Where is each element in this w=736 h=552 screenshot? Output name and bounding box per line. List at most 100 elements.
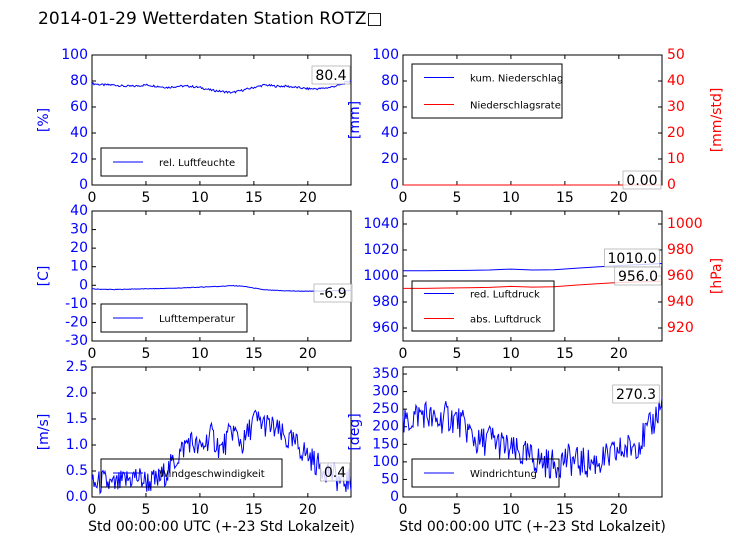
x-tick-label: 15: [556, 346, 574, 362]
y-tick-label: 100: [372, 47, 399, 63]
y-tick-label: 250: [372, 401, 399, 417]
x-tick-label: 10: [502, 346, 520, 362]
y-tick-label: 50: [381, 471, 399, 487]
y-tick-label: -20: [65, 314, 88, 330]
y2-tick-label: 980: [667, 242, 694, 258]
legend-label: Lufttemperatur: [159, 314, 236, 325]
y-axis-label: [%]: [36, 108, 52, 132]
y2-tick-label: 940: [667, 294, 694, 310]
y-tick-label: -30: [65, 333, 88, 349]
x-tick-label: 0: [399, 346, 408, 362]
y-tick-label: 1.5: [66, 411, 88, 427]
x-tick-label: 20: [610, 190, 628, 206]
x-tick-label: 5: [141, 502, 150, 518]
y-tick-label: -10: [65, 296, 88, 312]
legend-box: [100, 458, 283, 488]
x-tick-label: 5: [452, 502, 461, 518]
legend-label: kum. Niederschlag: [470, 74, 563, 85]
series-line: [91, 409, 352, 495]
x-axis-label: Std 00:00:00 UTC (+-23 Std Lokalzeit): [88, 519, 355, 535]
y-tick-label: 960: [372, 320, 399, 336]
annotation-label: 0.00: [626, 173, 657, 189]
annotation-box: [319, 462, 351, 482]
x-tick-label: 0: [88, 502, 97, 518]
annotation-box: [614, 266, 662, 286]
x-tick-label: 10: [191, 502, 209, 518]
x-tick-label: 15: [245, 346, 263, 362]
page-title: 2014-01-29 Wetterdaten Station ROTZ□: [38, 9, 383, 29]
y-axis-label: [m/s]: [36, 414, 52, 451]
x-tick-label: 20: [610, 502, 628, 518]
y2-tick-label: 960: [667, 268, 694, 284]
y-tick-label: 80: [381, 73, 399, 89]
y-tick-label: 2.0: [66, 385, 88, 401]
plot-frame: [91, 210, 352, 342]
y-tick-label: 100: [61, 47, 88, 63]
y2-tick-label: 40: [667, 73, 685, 89]
y-tick-label: 350: [372, 366, 399, 382]
y-axis-label: [deg]: [347, 413, 363, 450]
x-tick-label: 20: [299, 190, 317, 206]
legend-box: [411, 63, 563, 119]
legend-label: Windrichtung: [470, 469, 537, 480]
y-axis-label: [C]: [36, 266, 52, 287]
annotation-label: 270.3: [616, 387, 656, 403]
y-tick-label: 20: [381, 151, 399, 167]
y-tick-label: 0: [390, 489, 399, 505]
legend-label: Niederschlagsrate: [470, 101, 561, 112]
y-tick-label: 0.5: [66, 463, 88, 479]
y2-axis-label: [hPa]: [709, 258, 725, 294]
series-line: [402, 397, 663, 479]
y-tick-label: 60: [381, 99, 399, 115]
x-tick-label: 0: [88, 346, 97, 362]
legend-label: rel. Luftfeuchte: [159, 158, 235, 169]
series-line: [91, 79, 352, 94]
y2-tick-label: 10: [667, 151, 685, 167]
x-tick-label: 10: [502, 502, 520, 518]
x-tick-label: 15: [245, 190, 263, 206]
y-tick-label: 0.0: [66, 489, 88, 505]
legend-box: [100, 147, 248, 177]
y-tick-label: 1040: [363, 216, 399, 232]
y-tick-label: 80: [70, 73, 88, 89]
y2-tick-label: 920: [667, 320, 694, 336]
y-tick-label: 200: [372, 419, 399, 435]
plot-frame: [91, 366, 352, 498]
series-line: [91, 284, 352, 292]
annotation-box: [313, 283, 353, 303]
x-tick-label: 0: [399, 190, 408, 206]
x-tick-label: 10: [502, 190, 520, 206]
y-tick-label: 10: [70, 259, 88, 275]
y-tick-label: 1.0: [66, 437, 88, 453]
legend-label: abs. Luftdruck: [470, 315, 541, 326]
x-tick-label: 5: [141, 346, 150, 362]
annotation-label: -6.9: [319, 286, 346, 302]
x-tick-label: 5: [141, 190, 150, 206]
legend-label: red. Luftdruck: [470, 290, 540, 301]
plot-frame: [91, 54, 352, 186]
y2-axis-label: [mm/std]: [709, 88, 725, 153]
y-tick-label: 20: [70, 151, 88, 167]
y-tick-label: 0: [390, 177, 399, 193]
x-tick-label: 10: [191, 346, 209, 362]
annotation-box: [612, 384, 660, 404]
legend-label: Windgeschwindigkeit: [159, 469, 265, 480]
plot-frame: [402, 366, 663, 498]
annotation-label: 1010.0: [608, 251, 657, 267]
y2-tick-label: 50: [667, 47, 685, 63]
x-tick-label: 10: [191, 190, 209, 206]
y2-tick-label: 20: [667, 125, 685, 141]
annotation-box: [311, 65, 351, 85]
legend-box: [411, 458, 560, 488]
legend-box: [411, 280, 555, 332]
y-tick-label: 60: [70, 99, 88, 115]
y-tick-label: 1020: [363, 242, 399, 258]
x-tick-label: 20: [299, 502, 317, 518]
y-tick-label: 1000: [363, 268, 399, 284]
x-tick-label: 15: [245, 502, 263, 518]
x-tick-label: 5: [452, 346, 461, 362]
y-tick-label: 40: [70, 125, 88, 141]
y-tick-label: 40: [70, 203, 88, 219]
y-axis-label: [mm]: [347, 101, 363, 139]
legend-box: [100, 303, 248, 333]
